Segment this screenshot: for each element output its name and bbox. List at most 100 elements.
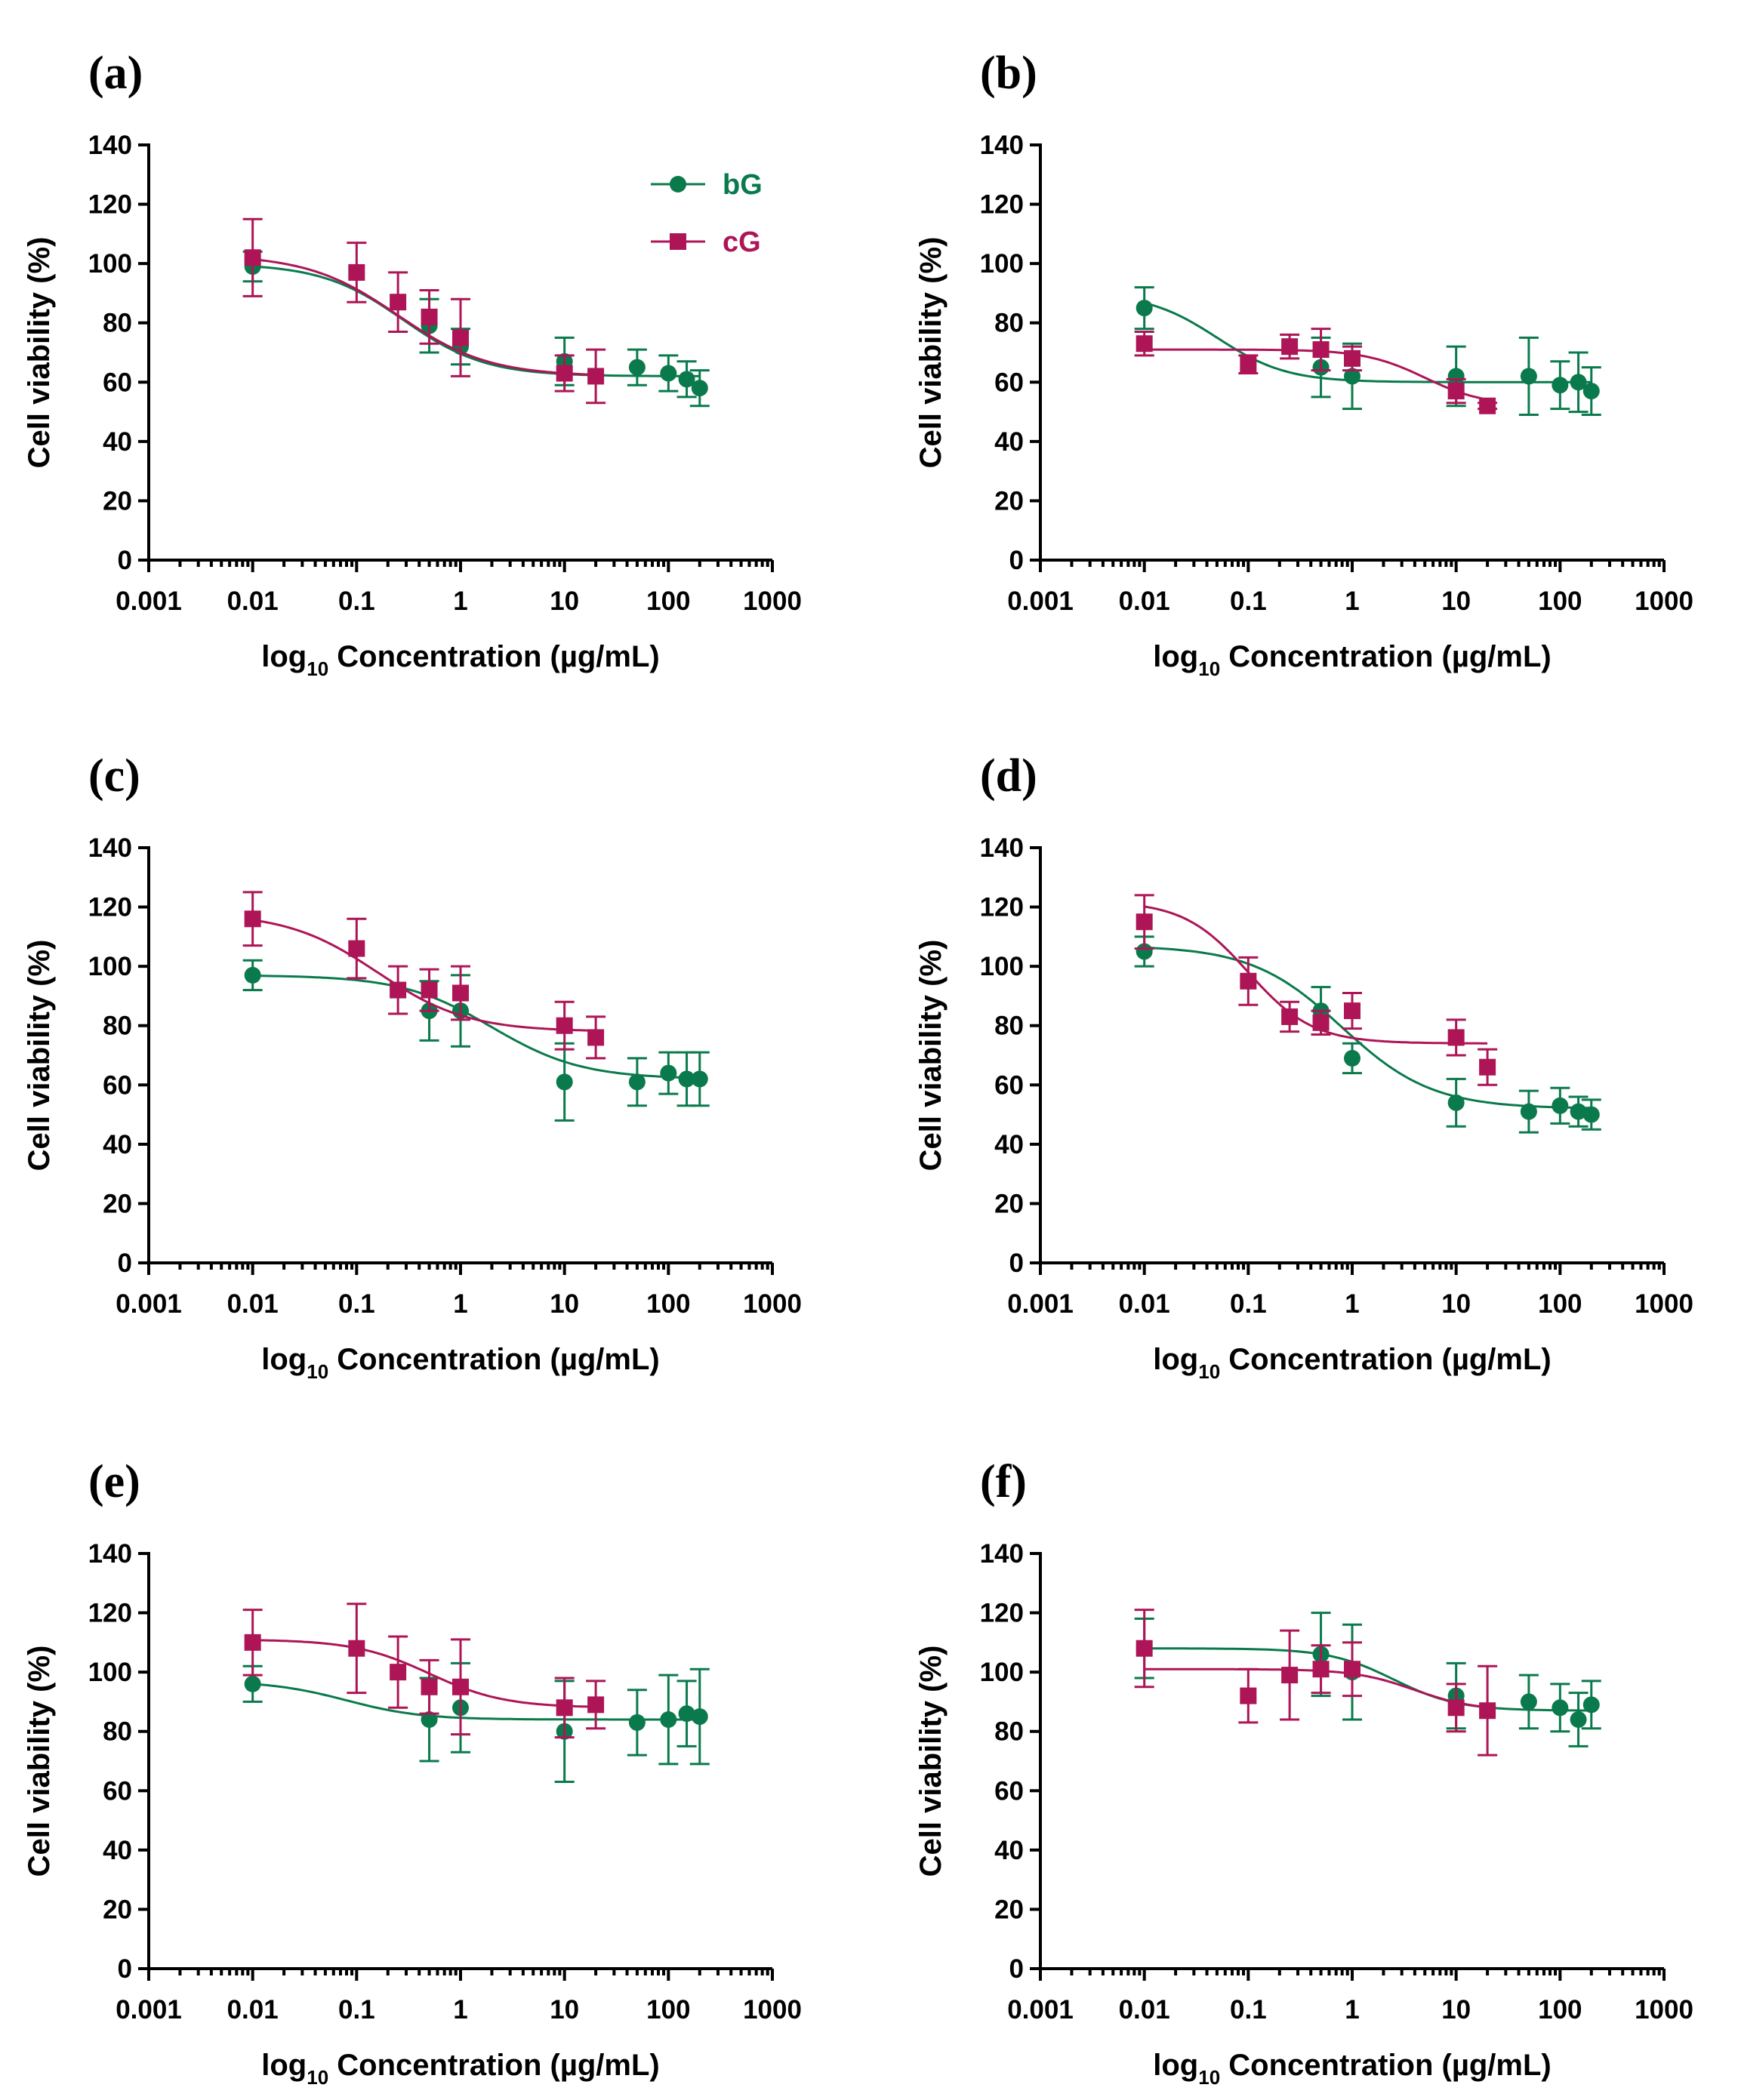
y-tick-label: 120 <box>980 1599 1024 1628</box>
series-bG <box>242 250 710 408</box>
data-point-cG <box>1447 1029 1465 1046</box>
series-cG <box>1134 1609 1498 1757</box>
panel-label: (f) <box>980 1456 1027 1507</box>
y-tick-label: 100 <box>88 249 132 279</box>
data-point-cG <box>1136 913 1153 931</box>
y-tick-label: 60 <box>103 368 132 397</box>
data-point-cG <box>244 1634 261 1651</box>
y-tick-label: 140 <box>88 131 132 160</box>
x-axis-title: log10 Concentration (µg/mL) <box>261 640 659 680</box>
data-point-cG <box>1240 1687 1257 1704</box>
fit-curve-bG <box>252 265 700 377</box>
series-cG <box>242 1603 606 1739</box>
data-point-bG <box>1570 1711 1587 1728</box>
data-point-bG <box>1582 1106 1600 1123</box>
y-tick-label: 140 <box>980 1539 1024 1569</box>
x-tick-label: 0.001 <box>116 587 182 616</box>
data-point-cG <box>1136 1640 1153 1657</box>
x-tick-label: 0.01 <box>1119 587 1170 616</box>
series-cG <box>242 217 606 405</box>
chart-panel-b: (b) 0 20 40 60 80 100 120 140 0.001 0.01 0.1 1 10 100 1… <box>914 48 1693 680</box>
data-point-bG <box>421 1711 438 1728</box>
data-point-cG <box>1240 972 1257 990</box>
data-point-cG <box>1240 356 1257 373</box>
data-point-cG <box>587 1029 605 1046</box>
data-point-bG <box>678 371 695 388</box>
data-point-bG <box>678 1705 695 1723</box>
x-axis-title: log10 Concentration (µg/mL) <box>1153 1343 1551 1383</box>
data-point-cG <box>1447 1699 1465 1717</box>
x-tick-label: 1 <box>1345 1289 1359 1319</box>
x-tick-label: 1000 <box>743 1289 802 1319</box>
panel-label: (e) <box>88 1456 140 1507</box>
fit-curve-cG <box>252 919 596 1032</box>
data-point-cG <box>390 1664 407 1681</box>
data-point-cG <box>244 910 261 928</box>
fit-curve-cG <box>252 258 596 376</box>
data-point-cG <box>452 329 469 346</box>
data-point-cG <box>390 981 407 999</box>
y-tick-label: 0 <box>1009 1954 1024 1984</box>
x-tick-label: 0.1 <box>338 1995 375 2025</box>
x-tick-label: 10 <box>550 1995 579 2025</box>
x-axis-title: log10 Concentration (µg/mL) <box>1153 2049 1551 2089</box>
y-tick-label: 60 <box>994 368 1024 397</box>
y-axis-title: Cell viability (%) <box>914 1646 948 1877</box>
x-tick-label: 1000 <box>1635 1995 1693 2025</box>
y-tick-label: 40 <box>103 1130 132 1159</box>
data-point-bG <box>1344 368 1361 385</box>
x-axis-title: log10 Concentration (µg/mL) <box>261 1343 659 1383</box>
panel-label: (b) <box>980 48 1037 99</box>
x-tick-label: 0.1 <box>1230 1289 1267 1319</box>
y-tick-label: 140 <box>980 833 1024 863</box>
data-point-cG <box>1344 1661 1361 1678</box>
x-tick-label: 0.01 <box>1119 1995 1170 2025</box>
data-point-cG <box>1136 335 1153 353</box>
x-tick-label: 1 <box>1345 1995 1359 2025</box>
data-point-bG <box>660 365 677 382</box>
x-tick-label: 0.001 <box>116 1995 182 2025</box>
fit-curve-bG <box>1144 301 1592 383</box>
y-tick-label: 80 <box>103 309 132 338</box>
x-tick-label: 10 <box>1441 587 1471 616</box>
data-point-cG <box>1479 1702 1496 1720</box>
x-tick-label: 0.01 <box>227 1289 279 1319</box>
data-point-bG <box>244 966 261 984</box>
data-point-bG <box>660 1711 677 1728</box>
data-point-bG <box>691 1708 708 1726</box>
data-point-cG <box>1312 341 1330 359</box>
data-point-cG <box>1281 1667 1299 1684</box>
series-cG <box>1134 894 1498 1086</box>
data-point-cG <box>452 984 469 1002</box>
chart-panel-d: (d) 0 20 40 60 80 100 120 140 0.001 0.01 0.1 1 10 100 1… <box>914 750 1693 1383</box>
y-tick-label: 60 <box>994 1776 1024 1806</box>
series-bG <box>1134 286 1601 416</box>
x-tick-label: 100 <box>646 1289 690 1319</box>
data-point-bG <box>1520 1693 1537 1710</box>
y-axis-title: Cell viability (%) <box>23 940 56 1172</box>
x-tick-label: 0.001 <box>1007 1995 1074 2025</box>
x-tick-label: 10 <box>550 587 579 616</box>
x-tick-label: 0.01 <box>227 1995 279 2025</box>
data-point-bG <box>1447 368 1465 385</box>
y-tick-label: 40 <box>994 1836 1024 1865</box>
data-point-bG <box>1136 943 1153 960</box>
data-point-cG <box>348 940 365 957</box>
y-tick-label: 60 <box>103 1070 132 1100</box>
data-point-cG <box>1344 1002 1361 1020</box>
data-point-bG <box>1520 1103 1537 1120</box>
x-tick-label: 100 <box>1538 587 1582 616</box>
data-point-cG <box>1344 349 1361 367</box>
data-point-cG <box>587 368 605 385</box>
x-tick-label: 1 <box>1345 587 1359 616</box>
fit-curve-bG <box>252 975 700 1079</box>
data-point-bG <box>1136 300 1153 317</box>
data-point-cG <box>556 1017 573 1034</box>
y-tick-label: 20 <box>994 1189 1024 1218</box>
y-tick-label: 0 <box>1009 546 1024 575</box>
data-point-bG <box>628 359 646 376</box>
data-point-cG <box>1479 1058 1496 1076</box>
x-tick-label: 1 <box>453 587 467 616</box>
y-tick-label: 0 <box>1009 1249 1024 1278</box>
